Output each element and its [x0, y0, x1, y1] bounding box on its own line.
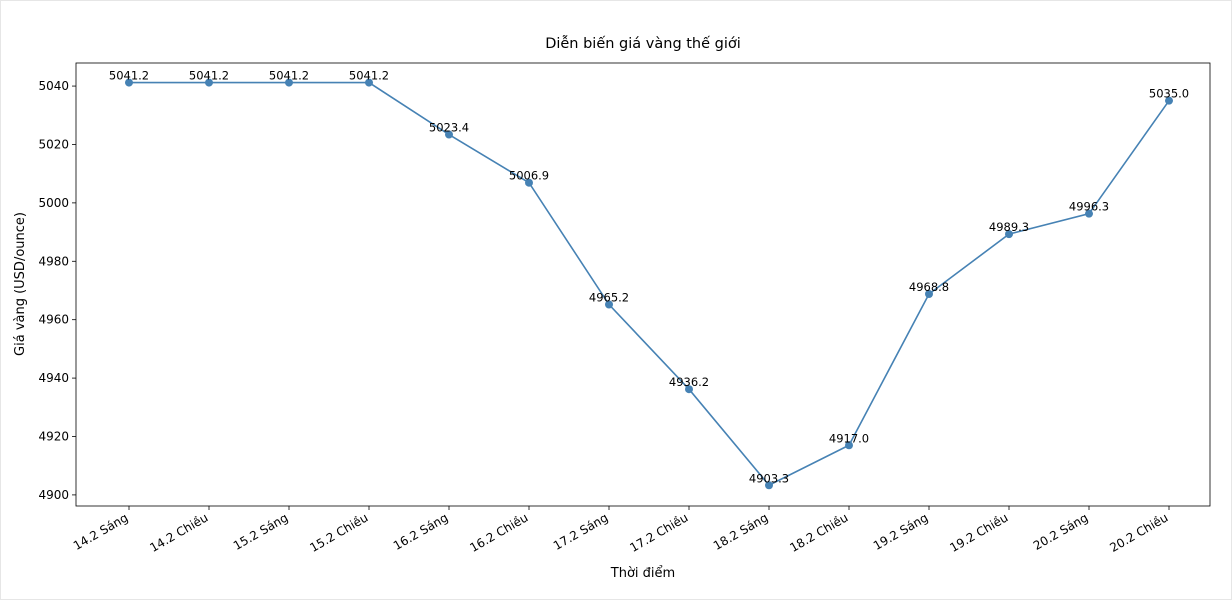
marker: [1085, 209, 1093, 218]
data-label: 4936.2: [669, 375, 709, 389]
chart-title: Diễn biến giá vàng thế giới: [545, 35, 741, 52]
marker: [845, 441, 853, 450]
marker: [445, 130, 453, 139]
marker: [1005, 230, 1013, 239]
y-tick-label: 4960: [38, 313, 69, 327]
data-label: 4917.0: [829, 431, 869, 445]
marker: [125, 78, 133, 87]
marker: [925, 289, 933, 298]
y-tick-label: 5020: [38, 137, 69, 151]
data-label: 5041.2: [349, 69, 389, 83]
y-tick-label: 5040: [38, 79, 69, 93]
data-label: 5041.2: [269, 69, 309, 83]
marker: [685, 385, 693, 394]
marker: [765, 481, 773, 490]
data-label: 4965.2: [589, 291, 629, 305]
y-tick-label: 5000: [38, 196, 69, 210]
y-axis-label: Giá vàng (USD/ounce): [13, 212, 28, 356]
data-label: 4996.3: [1069, 200, 1109, 214]
marker: [525, 178, 533, 187]
data-label: 4989.3: [989, 220, 1029, 234]
data-label: 5023.4: [429, 121, 469, 135]
marker: [365, 78, 373, 87]
y-tick-label: 4920: [38, 429, 69, 443]
data-label: 5041.2: [189, 69, 229, 83]
data-label: 5006.9: [509, 169, 549, 183]
marker: [605, 300, 613, 309]
y-tick-label: 4980: [38, 254, 69, 268]
marker: [285, 78, 293, 87]
plot-frame: [75, 62, 1211, 507]
y-tick-label: 4900: [38, 488, 69, 502]
y-tick-label: 4940: [38, 371, 69, 385]
x-axis-label: Thời điểm: [610, 566, 675, 581]
marker: [1165, 96, 1173, 105]
marker: [205, 78, 213, 87]
data-label: 5041.2: [109, 69, 149, 83]
data-label: 4968.8: [909, 280, 949, 294]
data-label: 4903.3: [749, 471, 789, 485]
data-label: 5035.0: [1149, 87, 1189, 101]
data-line: [129, 81, 1170, 487]
